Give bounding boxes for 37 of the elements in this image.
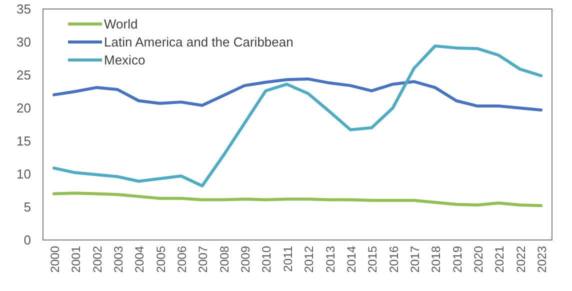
x-tick-label: 2003 bbox=[112, 246, 126, 273]
x-tick-label: 2020 bbox=[471, 246, 486, 273]
x-tick-label: 2012 bbox=[302, 246, 316, 273]
y-tick-label: 0 bbox=[24, 232, 31, 248]
y-tick-label: 15 bbox=[16, 134, 31, 149]
x-tick-label: 2017 bbox=[408, 246, 422, 273]
x-tick-label: 2013 bbox=[323, 246, 338, 273]
x-tick-label: 2009 bbox=[238, 246, 253, 273]
legend-label: Latin America and the Caribbean bbox=[104, 34, 294, 50]
line-series bbox=[52, 77, 542, 112]
x-tick-label: 2004 bbox=[132, 246, 147, 273]
x-tick-label: 2006 bbox=[175, 246, 190, 273]
x-tick-label: 2010 bbox=[260, 246, 274, 273]
line-series bbox=[52, 192, 542, 208]
x-tick-label: 2015 bbox=[366, 246, 380, 273]
x-tick-label: 2022 bbox=[514, 246, 528, 273]
x-tick-label: 2021 bbox=[492, 246, 507, 273]
x-tick-label: 2008 bbox=[217, 246, 232, 273]
legend-label: World bbox=[104, 16, 138, 32]
x-tick-label: 2007 bbox=[196, 246, 210, 273]
x-tick-label: 2023 bbox=[535, 246, 549, 273]
legend-label: Mexico bbox=[104, 52, 146, 68]
x-tick-label: 2014 bbox=[344, 246, 358, 273]
x-tick-label: 2000 bbox=[48, 246, 62, 273]
y-tick-label: 25 bbox=[16, 68, 31, 83]
y-tick-label: 20 bbox=[16, 100, 31, 116]
x-tick-label: 2019 bbox=[450, 246, 464, 273]
x-tick-label: 2016 bbox=[386, 246, 401, 273]
y-tick-label: 10 bbox=[16, 166, 31, 182]
x-tick-label: 2011 bbox=[280, 246, 295, 272]
x-tick-label: 2001 bbox=[69, 246, 84, 273]
y-tick-label: 30 bbox=[16, 34, 31, 50]
y-tick-label: 5 bbox=[24, 200, 31, 215]
x-tick-label: 2018 bbox=[429, 246, 444, 273]
x-tick-label: 2005 bbox=[154, 246, 168, 273]
x-tick-label: 2002 bbox=[90, 246, 104, 273]
y-tick-label: 35 bbox=[16, 2, 31, 17]
